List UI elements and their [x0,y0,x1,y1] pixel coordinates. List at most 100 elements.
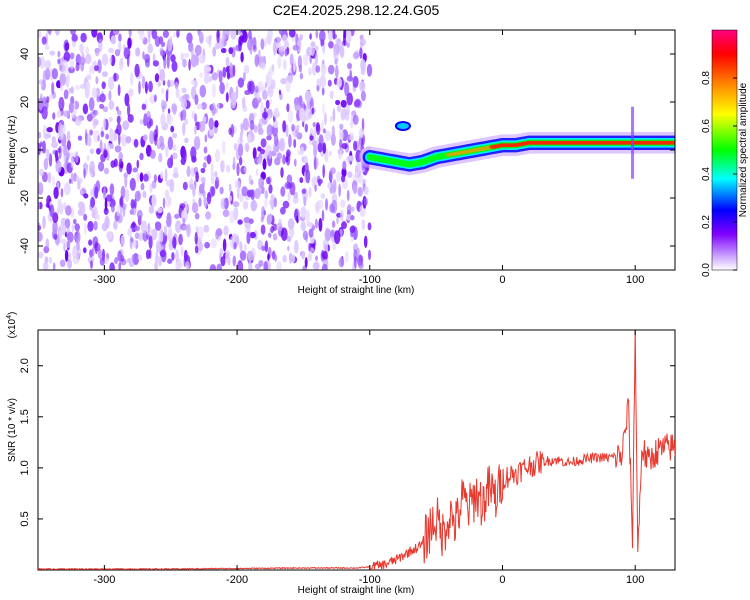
noise-cell [167,157,173,169]
noise-cell [250,179,254,185]
noise-cell [129,177,136,191]
spectrogram-x-label: Height of straight line (km) [298,285,415,296]
noise-cell [51,81,55,95]
noise-cell [84,223,87,236]
noise-cell [358,127,365,138]
noise-cell [132,239,137,248]
noise-cell [144,81,148,94]
noise-cell [94,65,99,72]
noise-cell [63,182,71,196]
noise-cell [111,204,115,213]
noise-cell [232,201,240,208]
noise-cell [154,134,158,146]
noise-cell [122,206,126,218]
noise-cell [300,221,307,232]
noise-cell [204,134,208,143]
noise-cell [313,145,318,158]
noise-cell [178,233,183,246]
noise-cell [162,30,169,38]
noise-cell [156,240,161,253]
noise-cell [249,218,254,224]
noise-cell [90,260,93,269]
noise-cell [254,188,261,200]
noise-cell [254,263,261,270]
noise-cell [313,127,317,141]
noise-cell [52,212,59,224]
noise-cell [93,220,98,231]
noise-cell [59,72,67,86]
noise-cell [361,178,367,184]
noise-cell [287,218,295,230]
noise-cell [339,209,344,222]
noise-cell [79,56,86,66]
noise-cell [109,262,115,270]
noise-cell [230,123,235,138]
noise-cell [343,31,346,46]
spectrogram-x-tick-label: -300 [93,274,115,286]
noise-cell [74,234,79,242]
noise-cell [82,103,89,115]
noise-cell [267,253,270,261]
noise-cell [163,56,167,70]
noise-cell [73,218,77,225]
noise-cell [131,254,135,261]
noise-cell [172,132,178,139]
noise-cell [338,183,341,197]
noise-cell [124,188,130,202]
noise-cell [247,250,254,262]
colorbar-tick-label: 0.4 [701,167,712,181]
noise-cell [175,88,180,99]
noise-cell [56,110,62,118]
noise-cell [154,35,161,48]
noise-cell [55,30,60,36]
noise-cell [151,194,157,208]
noise-cell [112,30,120,35]
noise-cell [257,80,264,91]
noise-cell [155,249,159,264]
noise-cell [159,249,166,258]
noise-cell [288,30,296,38]
spectrogram-noise [38,30,373,270]
noise-cell [173,166,179,176]
noise-cell [220,198,226,210]
noise-cell [186,32,193,44]
noise-cell [246,189,254,198]
noise-cell [171,60,178,72]
noise-cell [83,193,89,199]
noise-cell [63,51,71,62]
noise-cell [103,186,106,200]
noise-cell [346,204,352,215]
noise-cell [148,80,153,93]
noise-cell [182,225,189,231]
noise-cell [316,199,324,210]
noise-cell [80,61,85,72]
noise-cell [62,59,69,72]
noise-cell [347,155,354,161]
noise-cell [160,229,164,243]
noise-cell [151,228,158,241]
noise-cell [85,81,91,91]
noise-cell [166,55,170,69]
noise-cell [214,149,221,163]
noise-cell [359,80,366,92]
noise-cell [346,75,354,82]
noise-cell [179,203,186,209]
noise-cell [330,133,336,146]
noise-cell [140,182,145,191]
noise-cell [115,106,119,112]
noise-cell [242,117,249,131]
noise-cell [321,250,328,260]
noise-cell [307,251,313,262]
noise-cell [250,199,258,212]
noise-cell [302,230,308,241]
noise-cell [126,162,132,175]
noise-cell [203,146,208,154]
noise-cell [137,254,143,261]
noise-cell [214,120,219,128]
noise-cell [90,196,96,208]
noise-cell [314,218,318,229]
noise-cell [210,163,214,177]
noise-cell [338,128,344,142]
noise-cell [43,158,49,171]
noise-cell [45,148,50,161]
